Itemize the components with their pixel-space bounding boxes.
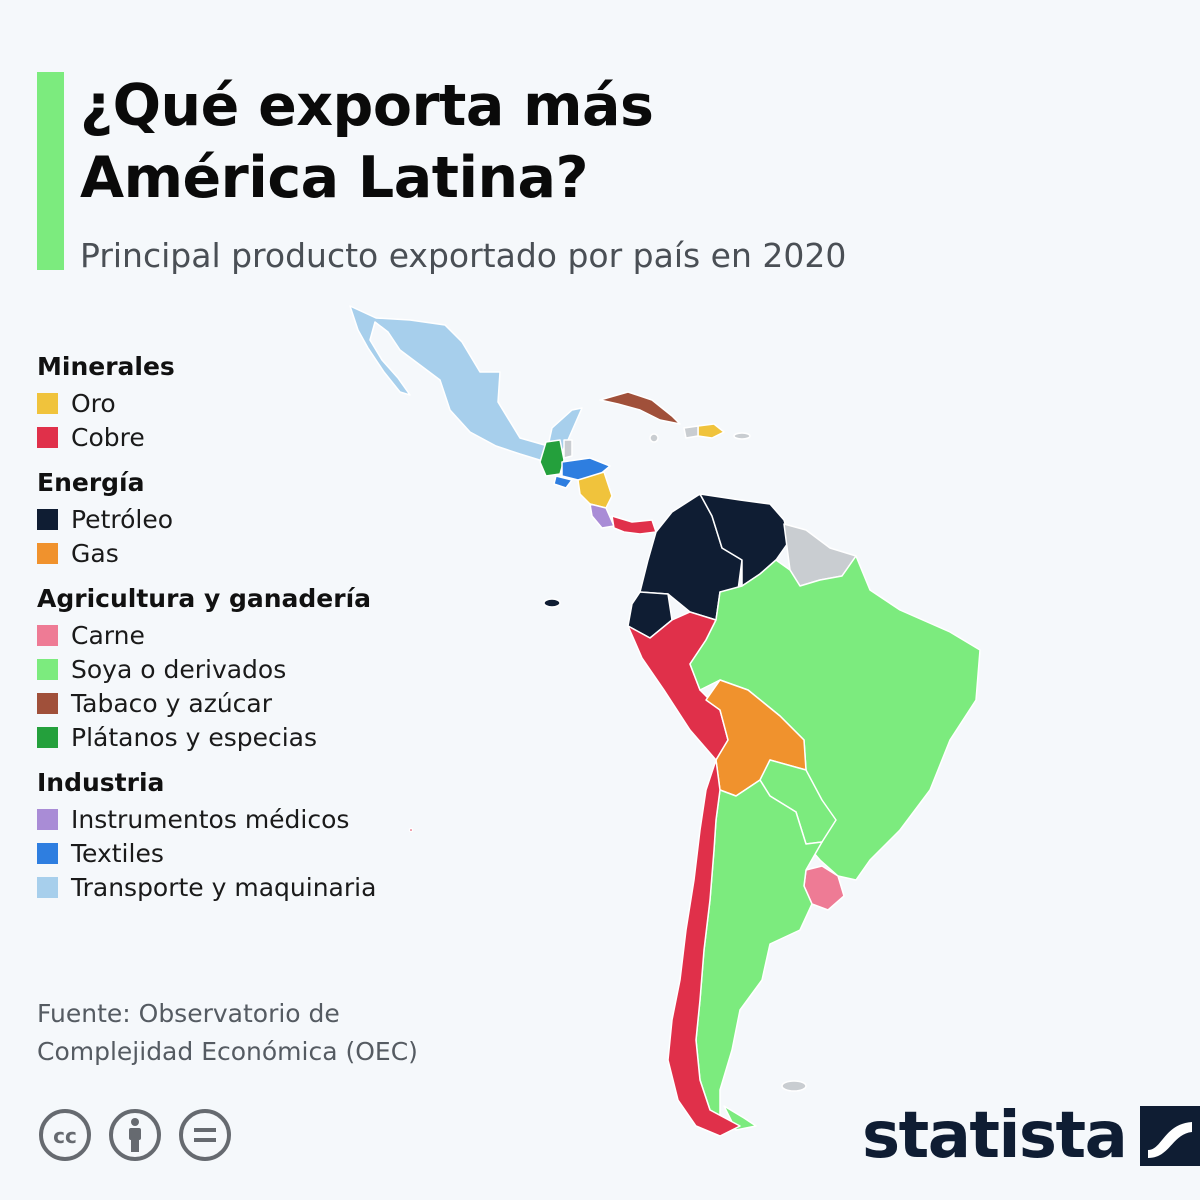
- legend-group-energia: Energía Petróleo Gas: [37, 464, 457, 570]
- legend-item-textiles: Textiles: [37, 836, 457, 870]
- country-argentina: [695, 779, 823, 1127]
- falkland-islands: [781, 1080, 807, 1092]
- legend-group-minerales: Minerales Oro Cobre: [37, 348, 457, 454]
- country-brazil: [689, 555, 981, 881]
- country-peru: [627, 611, 729, 761]
- legend-label: Transporte y maquinaria: [71, 872, 377, 902]
- country-haiti: [683, 425, 699, 439]
- country-colombia: [639, 493, 743, 621]
- country-venezuela: [699, 493, 791, 587]
- legend-label: Carne: [71, 620, 145, 650]
- accent-bar: [37, 72, 64, 270]
- country-cuba: [599, 391, 681, 425]
- legend-swatch: [37, 876, 58, 898]
- legend-group-industria: Industria Instrumentos médicos Textiles …: [37, 764, 457, 904]
- legend-heading: Industria: [37, 768, 165, 797]
- legend-item-petroleo: Petróleo: [37, 502, 457, 536]
- legend-item-gas: Gas: [37, 536, 457, 570]
- brand-name: statista: [862, 1099, 1128, 1173]
- source-line-2: Complejidad Económica (OEC): [37, 1037, 418, 1066]
- legend-swatch: [37, 692, 58, 714]
- legend-swatch: [37, 542, 58, 564]
- legend-label: Petróleo: [71, 504, 174, 534]
- legend-swatch: [37, 508, 58, 530]
- legend-heading: Energía: [37, 468, 145, 497]
- country-uruguay: [803, 865, 845, 911]
- legend-swatch: [37, 726, 58, 748]
- license-icons: cc: [37, 1107, 233, 1163]
- legend-item-carne: Carne: [37, 618, 457, 652]
- legend: Minerales Oro Cobre Energía Petróleo Gas…: [37, 348, 457, 914]
- country-argentina-tierra-del-fuego: [723, 1105, 757, 1131]
- legend-label: Soya o derivados: [71, 654, 287, 684]
- legend-swatch: [37, 426, 58, 448]
- source-note: Fuente: Observatorio de Complejidad Econ…: [37, 995, 557, 1071]
- legend-label: Gas: [71, 538, 119, 568]
- legend-label: Textiles: [71, 838, 164, 868]
- cc-icon[interactable]: cc: [37, 1107, 93, 1163]
- by-attribution-icon[interactable]: [107, 1107, 163, 1163]
- legend-label: Cobre: [71, 422, 145, 452]
- source-line-1: Fuente: Observatorio de: [37, 999, 340, 1028]
- legend-item-cobre: Cobre: [37, 420, 457, 454]
- country-chile: [667, 759, 741, 1137]
- legend-swatch: [37, 624, 58, 646]
- country-costa-rica: [589, 503, 615, 529]
- country-paraguay: [759, 759, 837, 845]
- legend-label: Instrumentos médicos: [71, 804, 350, 834]
- legend-label: Plátanos y especias: [71, 722, 318, 752]
- legend-item-oro: Oro: [37, 386, 457, 420]
- statista-mark-icon: [1140, 1106, 1200, 1166]
- legend-group-agricultura: Agricultura y ganadería Carne Soya o der…: [37, 580, 457, 754]
- title-line-2: América Latina?: [80, 145, 589, 211]
- legend-item-soya: Soya o derivados: [37, 652, 457, 686]
- subtitle: Principal producto exportado por país en…: [80, 236, 847, 275]
- legend-label: Tabaco y azúcar: [71, 688, 273, 718]
- legend-heading: Minerales: [37, 352, 175, 381]
- country-panama: [611, 515, 657, 535]
- country-guatemala: [539, 439, 565, 477]
- legend-item-instrumentos: Instrumentos médicos: [37, 802, 457, 836]
- country-belize: [563, 439, 573, 459]
- title-line-1: ¿Qué exporta más: [80, 73, 654, 139]
- legend-item-transporte: Transporte y maquinaria: [37, 870, 457, 904]
- legend-label: Oro: [71, 388, 116, 418]
- legend-heading: Agricultura y ganadería: [37, 584, 372, 613]
- no-derivatives-icon[interactable]: [177, 1107, 233, 1163]
- svg-text:cc: cc: [53, 1124, 77, 1148]
- legend-swatch: [37, 658, 58, 680]
- puerto-rico: [733, 432, 751, 440]
- legend-swatch: [37, 842, 58, 864]
- legend-swatch: [37, 392, 58, 414]
- legend-item-platanos: Plátanos y especias: [37, 720, 457, 754]
- galapagos-islands: [543, 598, 561, 608]
- small-island: [649, 433, 659, 443]
- country-ecuador: [627, 591, 673, 639]
- legend-item-tabaco: Tabaco y azúcar: [37, 686, 457, 720]
- legend-swatch: [37, 808, 58, 830]
- country-guianas: [783, 523, 857, 587]
- statista-logo[interactable]: statista: [862, 1096, 1200, 1176]
- page-title: ¿Qué exporta más América Latina?: [80, 70, 1080, 214]
- country-bolivia: [705, 679, 807, 797]
- country-el-salvador: [553, 475, 573, 489]
- country-dominican-republic: [697, 423, 725, 439]
- country-nicaragua: [577, 471, 613, 509]
- country-honduras: [561, 457, 611, 481]
